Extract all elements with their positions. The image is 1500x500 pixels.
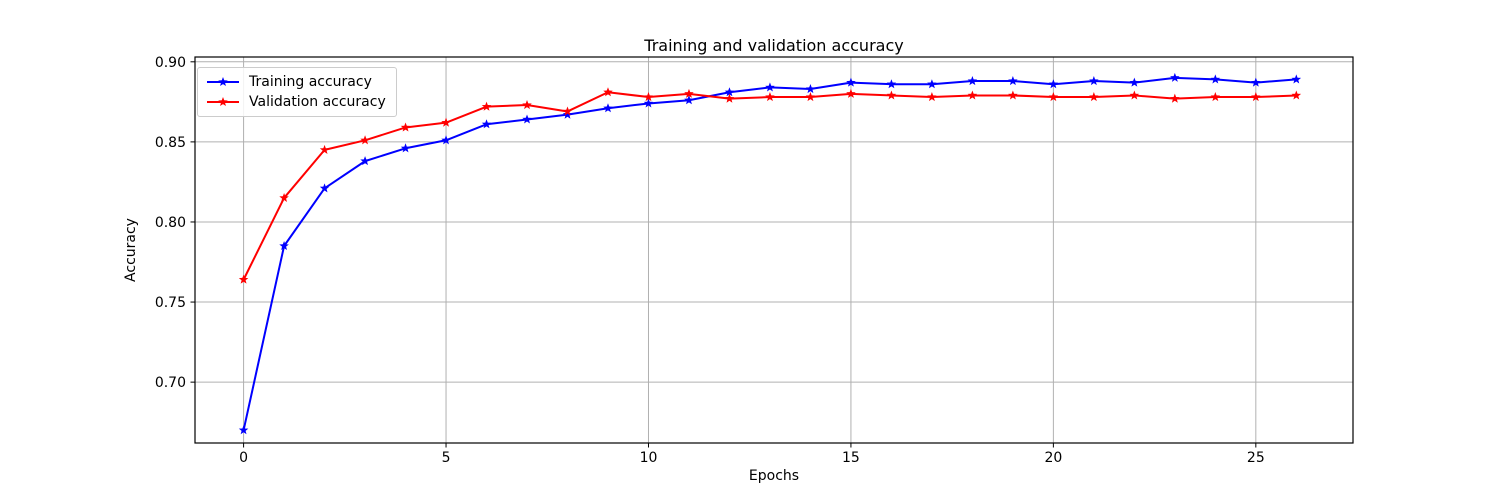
data-point-marker: [1048, 92, 1059, 102]
x-axis-label: Epochs: [748, 468, 800, 484]
data-point-marker: [765, 92, 775, 102]
data-point-marker: [1251, 92, 1261, 102]
data-point-marker: [765, 82, 775, 92]
data-point-marker: [1170, 72, 1180, 82]
data-point-marker: [238, 425, 249, 435]
data-point-marker: [724, 87, 735, 97]
data-point-marker: [684, 88, 694, 98]
data-point-marker: [1008, 90, 1018, 100]
legend-line-marker-icon: [207, 97, 239, 107]
series-line: [242, 76, 1298, 432]
x-tick-label: 15: [842, 450, 860, 466]
data-point-marker: [927, 92, 937, 102]
x-axis-ticks: 0 5 10 15 20 25: [239, 443, 1265, 466]
data-point-marker: [562, 106, 573, 116]
data-point-marker: [441, 135, 451, 145]
data-point-marker: [805, 92, 816, 102]
y-axis-ticks: 0.70 0.75 0.80 0.85 0.90: [155, 55, 195, 391]
data-point-marker: [400, 143, 411, 153]
data-point-marker: [1089, 76, 1099, 86]
data-point-marker: [1291, 90, 1302, 100]
y-tick-label: 0.85: [155, 135, 186, 151]
legend-line-marker-icon: [207, 77, 239, 87]
data-point-marker: [1291, 74, 1302, 84]
data-point-marker: [522, 100, 532, 110]
data-point-marker: [927, 79, 937, 89]
x-tick-label: 0: [239, 450, 248, 466]
x-tick-label: 20: [1044, 450, 1062, 466]
series-markers: [238, 87, 1302, 284]
data-point-marker: [360, 135, 370, 145]
data-point-marker: [643, 92, 654, 102]
data-point-marker: [1129, 90, 1140, 100]
data-point-marker: [400, 122, 411, 132]
y-tick-label: 0.80: [155, 215, 186, 231]
y-tick-label: 0.70: [155, 375, 186, 391]
data-point-marker: [1210, 74, 1221, 84]
data-point-marker: [603, 87, 613, 97]
chart-title: Training and validation accuracy: [644, 36, 904, 55]
data-point-marker: [238, 274, 249, 284]
y-tick-label: 0.75: [155, 295, 186, 311]
data-point-marker: [481, 101, 492, 111]
grid-lines: [195, 57, 1353, 443]
data-point-marker: [643, 98, 654, 108]
legend-item: Validation accuracy: [206, 92, 386, 112]
axes-border: [194, 56, 1354, 444]
data-point-marker: [522, 114, 532, 124]
data-point-marker: [1170, 93, 1180, 103]
x-tick-label: 25: [1247, 450, 1265, 466]
data-point-marker: [319, 183, 330, 193]
data-point-marker: [1129, 77, 1140, 87]
data-point-marker: [684, 95, 694, 105]
series-markers: [238, 72, 1302, 435]
data-point-marker: [967, 76, 978, 86]
data-point-marker: [967, 90, 978, 100]
data-point-marker: [846, 77, 856, 87]
legend-label: Training accuracy: [249, 74, 372, 90]
y-axis-label: Accuracy: [123, 218, 139, 282]
data-point-marker: [1008, 76, 1018, 86]
data-point-marker: [886, 90, 897, 100]
data-point-marker: [319, 144, 330, 154]
data-point-marker: [1089, 92, 1099, 102]
legend-item: Training accuracy: [206, 72, 386, 92]
data-point-marker: [279, 192, 289, 202]
data-point-marker: [481, 119, 492, 129]
data-point-marker: [846, 88, 856, 98]
data-point-marker: [360, 156, 370, 166]
legend: Training accuracy Validation accuracy: [197, 67, 397, 117]
data-point-marker: [1048, 79, 1059, 89]
data-point-marker: [805, 84, 816, 94]
x-tick-label: 5: [442, 450, 451, 466]
x-tick-label: 10: [640, 450, 658, 466]
data-point-marker: [886, 79, 897, 89]
data-point-marker: [724, 93, 735, 103]
data-point-marker: [562, 109, 573, 119]
data-point-marker: [1251, 77, 1261, 87]
series-line: [242, 91, 1298, 281]
data-point-marker: [279, 241, 289, 251]
y-tick-label: 0.90: [155, 55, 186, 71]
data-point-marker: [1210, 92, 1221, 102]
data-point-marker: [441, 117, 451, 127]
data-point-marker: [603, 103, 613, 113]
legend-label: Validation accuracy: [249, 94, 386, 110]
